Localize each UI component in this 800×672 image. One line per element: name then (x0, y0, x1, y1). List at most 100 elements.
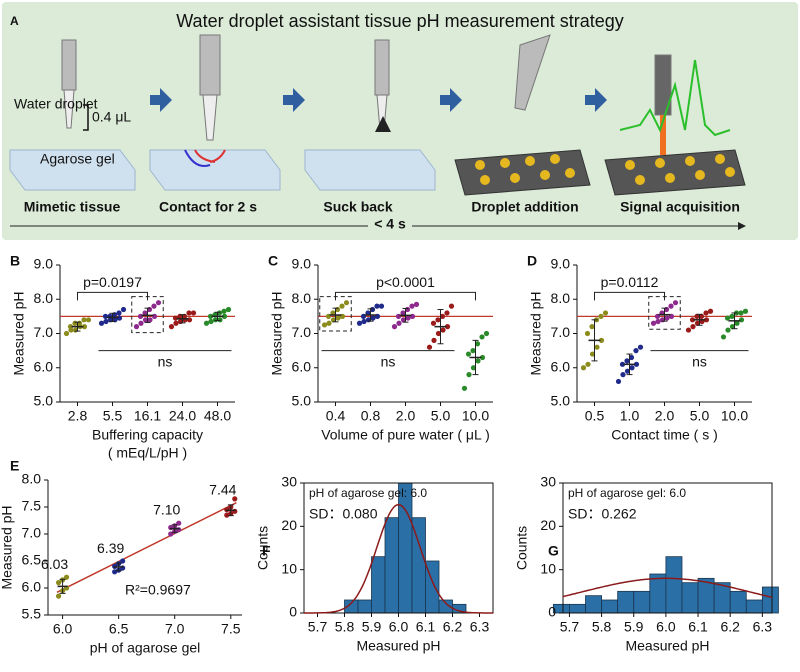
data-point (461, 385, 468, 391)
y-tick-label: 6.0 (551, 358, 571, 374)
data-point (102, 313, 109, 319)
y-tick-label: 9.0 (551, 256, 571, 272)
data-point (470, 348, 476, 354)
data-point (664, 315, 670, 321)
data-point (217, 317, 223, 323)
y-tick-label: 8.0 (292, 290, 312, 306)
panel-letter: A (10, 14, 19, 28)
y-tick-label: 6.0 (22, 579, 42, 595)
data-point (725, 327, 731, 333)
data-point (155, 300, 162, 306)
x-tick-label: 5.7 (308, 619, 328, 635)
data-point (356, 320, 363, 326)
data-point (400, 317, 407, 323)
y-tick-label: 10 (540, 560, 556, 576)
data-point (55, 580, 62, 586)
data-point (483, 330, 490, 337)
x-tick-label: 6.2 (720, 619, 740, 635)
bracket-label: ns (692, 353, 707, 369)
data-point (168, 324, 175, 330)
histogram-bar (761, 586, 779, 614)
data-point (724, 315, 731, 321)
x-tick-label: 5.8 (335, 619, 355, 635)
data-point (479, 354, 486, 361)
data-point (685, 327, 692, 333)
data-point (173, 320, 179, 326)
x-tick-label: 10.0 (721, 408, 748, 424)
data-point (151, 303, 157, 309)
data-point (138, 320, 144, 326)
panel-letter: C (268, 253, 278, 269)
y-axis-label: Counts (514, 526, 530, 570)
data-point (615, 378, 622, 385)
histogram-bar (617, 590, 635, 614)
data-point (335, 315, 341, 321)
y-tick-label: 6.0 (292, 358, 312, 374)
data-point (221, 308, 227, 314)
step-label: Contact for 2 s (159, 199, 257, 215)
fit-curve (562, 577, 773, 599)
panel-letter: G (548, 543, 559, 559)
data-point (186, 317, 193, 323)
step-label: Mimetic tissue (24, 199, 121, 215)
data-point (400, 310, 406, 316)
histogram-bar (585, 595, 602, 614)
data-point (584, 330, 591, 337)
y-tick-label: 9.0 (292, 256, 312, 272)
data-point (203, 320, 210, 326)
data-point (147, 317, 153, 323)
data-point (63, 330, 70, 337)
x-tick-label: 6.5 (109, 621, 129, 637)
data-point (116, 310, 122, 316)
volume-label: 0.4 μL (92, 109, 131, 125)
data-point (435, 317, 441, 323)
histogram-bar (745, 599, 763, 614)
bracket-label: ns (158, 353, 173, 369)
value-label: 6.39 (97, 540, 124, 556)
data-point (395, 313, 402, 319)
data-point (190, 310, 197, 316)
note: pH of agarose gel: 6.0 (568, 486, 686, 500)
histogram-bar (649, 573, 667, 614)
y-axis-label: Measured pH (528, 291, 544, 375)
x-axis-label: Volume of pure water ( μL ) (321, 427, 490, 443)
data-point (650, 320, 657, 326)
x-tick-label: 5.0 (690, 408, 710, 424)
data-point (405, 315, 411, 321)
data-point (470, 365, 477, 371)
data-point (694, 320, 701, 326)
x-tick-label: 6.1 (688, 619, 708, 635)
data-point (589, 351, 596, 357)
bracket (335, 291, 476, 301)
data-point (465, 351, 472, 357)
data-point (633, 348, 639, 354)
data-point (137, 313, 144, 319)
y-tick-label: 5.0 (551, 393, 571, 409)
data-point (444, 310, 450, 316)
y-tick-label: 7.0 (292, 324, 312, 340)
data-point (409, 303, 415, 309)
bracket-label: p<0.0001 (376, 274, 435, 290)
x-axis-label: Measured pH (625, 638, 709, 654)
x-axis-label: Contact time ( s ) (611, 427, 718, 443)
data-point (431, 337, 437, 343)
data-point (55, 593, 62, 599)
x-tick-label: 2.0 (655, 408, 675, 424)
bracket (594, 291, 665, 301)
data-point (738, 310, 744, 316)
annotation: R²=0.9697 (125, 581, 191, 597)
data-point (85, 317, 92, 323)
data-point (742, 308, 749, 314)
x-tick-label: 1.0 (620, 408, 640, 424)
data-point (81, 324, 88, 330)
data-point (343, 300, 350, 306)
data-point (439, 313, 446, 319)
data-point (72, 320, 78, 326)
x-tick-label: 10.0 (462, 408, 489, 424)
y-axis-label: Measured pH (0, 505, 15, 589)
y-axis-label: Counts (255, 526, 271, 570)
duration-bg (368, 218, 412, 232)
data-point (698, 313, 705, 319)
x-tick-label: 16.1 (134, 408, 161, 424)
histogram-bar (601, 599, 619, 614)
